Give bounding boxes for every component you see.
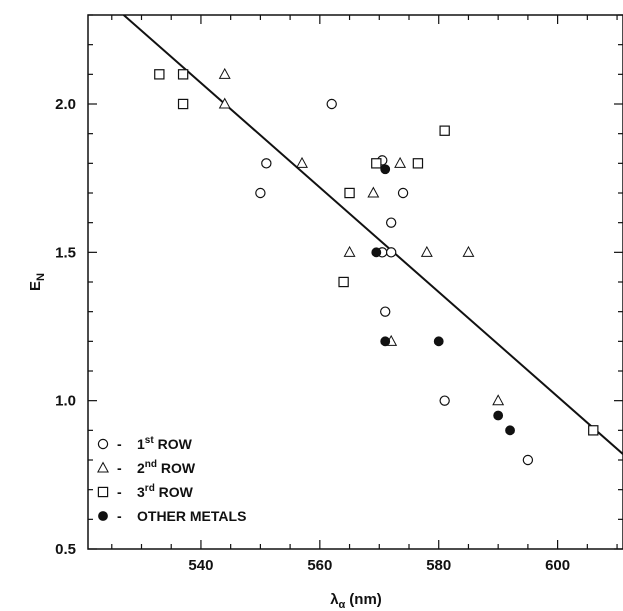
y-tick-label: 0.5 [55, 541, 76, 558]
y-tick-label: 1.0 [55, 393, 76, 410]
data-point [380, 164, 391, 175]
data-point [261, 158, 272, 169]
x-tick-label: 600 [545, 557, 570, 574]
legend: -1st ROW- 2nd ROW- 3rd ROW- OTHER METALS [97, 435, 246, 524]
data-point [462, 245, 475, 257]
y-axis-title: EN [27, 273, 47, 291]
y-tick-label: 2.0 [55, 96, 76, 113]
legend-dash: - [117, 460, 122, 476]
data-point [177, 69, 189, 80]
fit-line [123, 15, 623, 455]
data-point [255, 187, 266, 199]
data-point [154, 69, 165, 80]
data-point [367, 186, 380, 198]
x-axis-title-unit: (nm) [349, 591, 382, 608]
legend-marker [98, 511, 108, 521]
legend-dash: - [117, 508, 122, 524]
data-point [439, 395, 450, 406]
y-axis-title-main: E [27, 281, 44, 291]
axis-ticks [88, 14, 623, 550]
x-axis-title-main: λ [330, 591, 339, 608]
legend-label: 1st ROW [137, 435, 193, 452]
data-point [380, 336, 391, 347]
data-point [218, 67, 231, 79]
data-point [338, 276, 349, 288]
data-point [505, 425, 515, 436]
legend-marker [97, 486, 109, 498]
data-point [420, 245, 433, 257]
x-axis-title-sub: α [339, 599, 346, 611]
data-point [492, 394, 505, 406]
legend-marker [97, 438, 109, 450]
data-point [218, 97, 231, 109]
legend-label: 2nd ROW [137, 459, 196, 476]
fit-line-group [123, 15, 623, 455]
legend-dash: - [117, 484, 122, 500]
data-point [343, 245, 356, 257]
legend-label: OTHER METALS [137, 508, 246, 524]
data-point [371, 158, 382, 169]
x-axis-title: λα (nm) [330, 591, 382, 611]
x-tick-label: 560 [307, 557, 332, 574]
legend-dash: - [117, 436, 122, 452]
legend-label: 3rd ROW [137, 483, 194, 500]
data-point [433, 336, 444, 347]
data-point [412, 158, 424, 169]
legend-marker [97, 461, 109, 473]
data-point [385, 247, 397, 258]
data-point [326, 98, 337, 110]
data-point [296, 156, 308, 168]
x-tick-label: 580 [426, 557, 451, 574]
axis-tick-labels: 540 560 580 600 0.5 1.0 1.5 2.0 [55, 96, 570, 574]
data-point [394, 156, 407, 168]
y-tick-label: 1.5 [55, 244, 76, 261]
x-tick-label: 540 [188, 557, 213, 574]
data-point [371, 247, 382, 258]
data-point [380, 306, 391, 317]
data-point [177, 98, 189, 110]
data-point [397, 187, 409, 199]
data-points [154, 67, 599, 466]
data-point [344, 187, 355, 199]
data-point [522, 454, 534, 466]
data-point [588, 425, 599, 436]
data-point [439, 125, 450, 136]
data-point [493, 410, 504, 421]
data-point [385, 217, 397, 228]
y-axis-title-sub: N [35, 273, 47, 281]
